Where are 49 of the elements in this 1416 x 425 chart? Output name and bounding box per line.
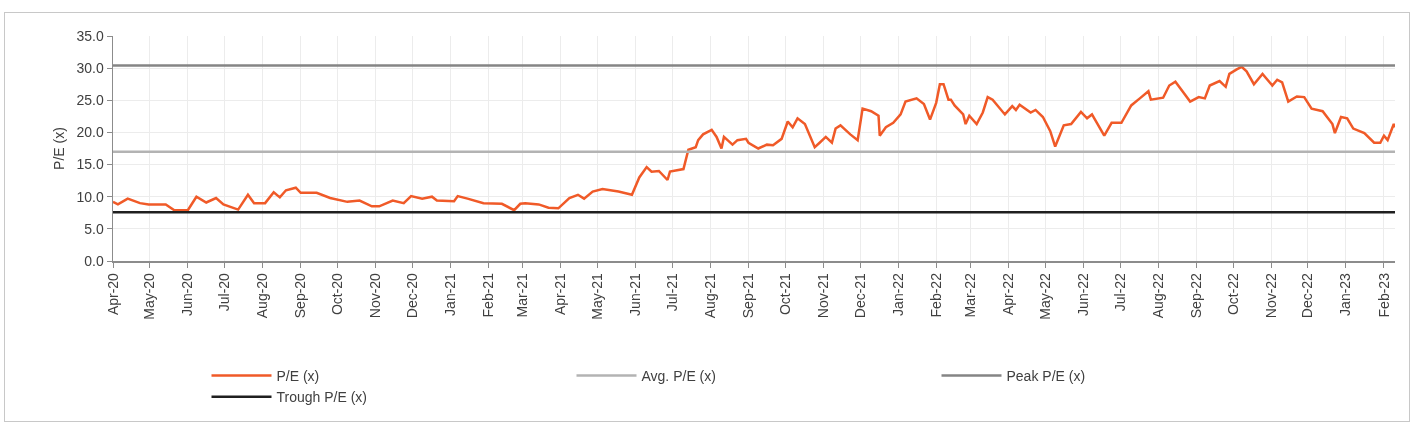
x-tick-label: Jul-21 — [663, 272, 680, 312]
x-tick-label: Aug-22 — [1149, 272, 1166, 319]
x-tick-label: Dec-20 — [403, 272, 420, 319]
x-tick-label: Dec-22 — [1299, 272, 1316, 319]
x-tick-label: Dec-21 — [851, 272, 868, 319]
x-tick-label: Jan-22 — [889, 272, 906, 316]
x-tick-label: Jun-21 — [627, 272, 644, 316]
y-axis-title: P/E (x) — [51, 127, 68, 170]
legend-label: Avg. P/E (x) — [641, 368, 716, 385]
y-tick-label: 10.0 — [76, 188, 104, 205]
x-tick-label: Feb-22 — [927, 272, 944, 318]
legend-label: Trough P/E (x) — [276, 389, 368, 406]
y-tick-label: 15.0 — [76, 156, 104, 173]
y-tick-label: 20.0 — [76, 124, 104, 141]
x-tick-label: Oct-22 — [1224, 272, 1241, 316]
x-tick-label: Jan-23 — [1337, 272, 1354, 316]
x-tick-label: Nov-20 — [367, 272, 384, 319]
x-tick-label: Nov-22 — [1262, 272, 1279, 319]
x-tick-label: Apr-21 — [552, 272, 569, 316]
y-tick-label: 0.0 — [84, 252, 104, 269]
x-tick-label: Feb-23 — [1375, 272, 1392, 318]
x-tick-label: Mar-22 — [962, 272, 979, 318]
line-series — [113, 65, 1395, 212]
legend-label: Peak P/E (x) — [1006, 368, 1086, 385]
x-tick-label: May-20 — [141, 272, 158, 320]
x-tick-label: Jan-21 — [441, 272, 458, 316]
x-tick-label: Jul-20 — [216, 272, 233, 312]
x-tick-label: Aug-21 — [702, 272, 718, 319]
x-tick-label: Nov-21 — [814, 272, 831, 319]
x-tick-label: Apr-20 — [104, 272, 121, 316]
y-tick-label: 30.0 — [76, 60, 104, 77]
x-tick-label: Apr-22 — [1000, 272, 1017, 316]
x-tick-label: Jun-22 — [1074, 272, 1091, 316]
x-tick-label: Sep-22 — [1187, 272, 1204, 319]
y-tick-label: 25.0 — [76, 92, 104, 109]
x-tick-label: May-21 — [589, 272, 606, 320]
legend-label: P/E (x) — [276, 368, 320, 385]
x-tick-label: Jun-20 — [179, 272, 196, 316]
y-tick-label: 35.0 — [76, 27, 104, 44]
y-tick-label: 5.0 — [84, 220, 104, 237]
x-tick-label: Sep-20 — [292, 272, 309, 319]
x-tick-label: Sep-21 — [740, 272, 757, 319]
x-tick-label: Mar-21 — [514, 272, 531, 318]
x-tick-label: Feb-21 — [479, 272, 496, 318]
x-tick-label: Oct-20 — [329, 272, 346, 316]
x-tick-label: May-22 — [1036, 272, 1053, 320]
x-tick-label: Jul-22 — [1111, 272, 1128, 312]
x-tick-label: Aug-20 — [254, 272, 271, 319]
x-tick-label: Oct-21 — [776, 272, 793, 316]
